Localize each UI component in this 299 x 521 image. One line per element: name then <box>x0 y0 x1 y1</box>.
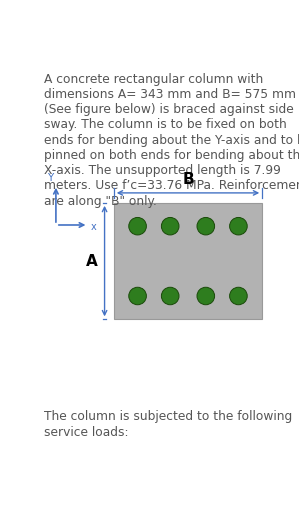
Text: A concrete rectangular column with: A concrete rectangular column with <box>44 72 264 85</box>
Ellipse shape <box>129 287 147 305</box>
Text: B: B <box>182 172 194 187</box>
Ellipse shape <box>230 287 247 305</box>
Bar <box>114 203 262 319</box>
Text: meters. Use f’c=33.76 MPa. Reinforcements: meters. Use f’c=33.76 MPa. Reinforcement… <box>44 179 299 192</box>
Ellipse shape <box>197 287 215 305</box>
Text: sway. The column is to be fixed on both: sway. The column is to be fixed on both <box>44 118 287 131</box>
Ellipse shape <box>129 217 147 235</box>
Ellipse shape <box>161 287 179 305</box>
Text: x: x <box>91 222 96 232</box>
Text: pinned on both ends for bending about the: pinned on both ends for bending about th… <box>44 149 299 162</box>
Ellipse shape <box>161 217 179 235</box>
Text: Y: Y <box>47 173 53 183</box>
Text: ends for bending about the Y-axis and to be: ends for bending about the Y-axis and to… <box>44 133 299 146</box>
Text: service loads:: service loads: <box>44 426 129 439</box>
Ellipse shape <box>230 217 247 235</box>
Ellipse shape <box>197 217 215 235</box>
Text: (See figure below) is braced against side: (See figure below) is braced against sid… <box>44 103 294 116</box>
Text: The column is subjected to the following: The column is subjected to the following <box>44 410 293 423</box>
Text: are along "B" only.: are along "B" only. <box>44 194 157 207</box>
Text: dimensions A= 343 mm and B= 575 mm: dimensions A= 343 mm and B= 575 mm <box>44 88 296 101</box>
Text: X-axis. The unsupported length is 7.99: X-axis. The unsupported length is 7.99 <box>44 164 281 177</box>
Text: A: A <box>86 254 98 269</box>
